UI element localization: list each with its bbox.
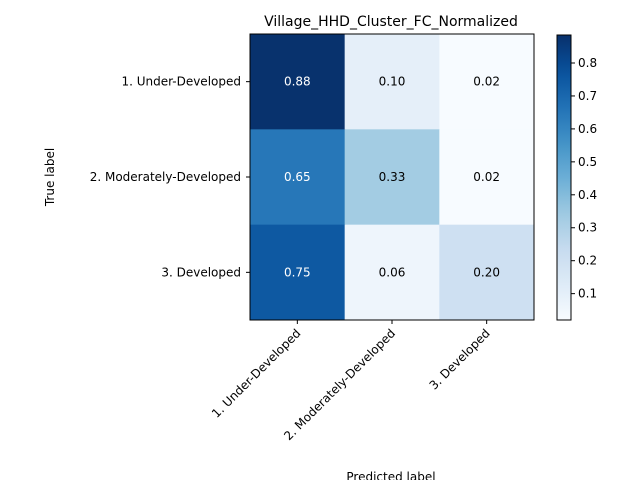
colorbar (556, 34, 572, 321)
colorbar-ticks: 0.1 0.2 0.3 0.4 0.5 0.6 0.7 0.8 (571, 56, 597, 301)
cell-value-label: 0.10 (379, 75, 406, 89)
cell-value-labels: 0.88 0.10 0.02 0.65 0.33 0.02 0.75 0.06 0.20 (284, 75, 500, 280)
heatmap-cell (250, 224, 346, 321)
cell-value-label: 0.02 (473, 170, 500, 184)
heatmap-cell (250, 129, 346, 226)
heatmap-cell (439, 129, 535, 226)
y-axis-ticks: 1. Under-Developed 2. Moderately-Develope… (90, 75, 250, 279)
cell-value-label: 0.33 (379, 170, 406, 184)
cell-value-label: 0.88 (284, 75, 311, 89)
x-axis-label: Predicted label (346, 470, 435, 480)
cell-value-label: 0.65 (284, 170, 311, 184)
colorbar-tick-label: 0.5 (578, 155, 597, 169)
heatmap-cell (439, 224, 535, 321)
chart-title: Village_HHD_Cluster_FC_Normalized (264, 14, 518, 30)
colorbar-tick-label: 0.1 (578, 287, 597, 301)
colorbar-tick-label: 0.2 (578, 254, 597, 268)
heatmap-cell (344, 224, 440, 321)
heatmap-cell (439, 34, 535, 130)
y-tick-label: 2. Moderately-Developed (90, 170, 241, 184)
colorbar-tick-label: 0.7 (578, 89, 597, 103)
x-tick-label: 1. Under-Developed (209, 326, 303, 420)
cell-value-label: 0.02 (473, 75, 500, 89)
colorbar-tick-label: 0.3 (578, 221, 597, 235)
cell-value-label: 0.20 (473, 265, 500, 279)
cell-value-label: 0.06 (379, 265, 406, 279)
y-tick-label: 3. Developed (161, 265, 241, 279)
colorbar-tick-label: 0.8 (578, 56, 597, 70)
colorbar-tick-label: 0.6 (578, 122, 597, 136)
heatmap-cell (344, 129, 440, 226)
x-tick-label: 2. Moderately-Developed (281, 326, 398, 443)
heatmap-cell (344, 34, 440, 130)
x-tick-label: 3. Developed (427, 326, 493, 392)
cell-value-label: 0.75 (284, 265, 311, 279)
y-tick-label: 1. Under-Developed (121, 75, 241, 89)
heatmap-cells (250, 34, 535, 321)
y-axis-label: True label (43, 148, 57, 207)
heatmap-cell (250, 34, 346, 130)
colorbar-tick-label: 0.4 (578, 188, 597, 202)
